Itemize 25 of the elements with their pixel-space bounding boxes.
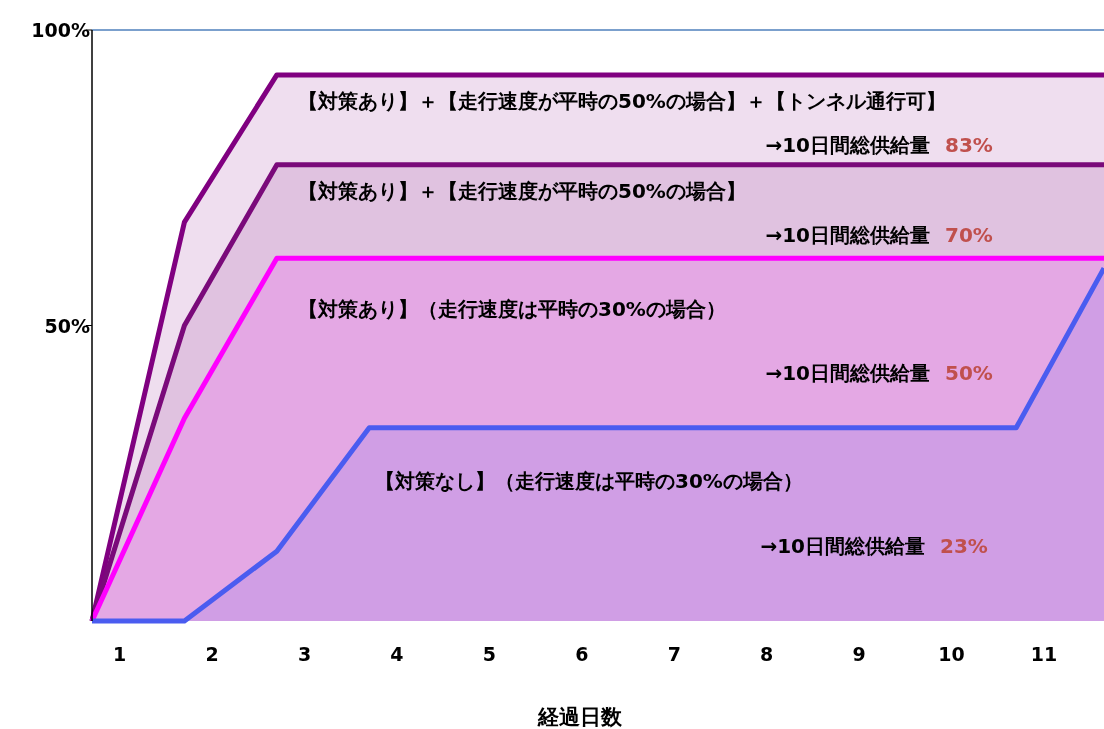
x-tick-label: 6 (575, 643, 589, 665)
x-tick-label: 2 (205, 643, 219, 665)
annotation: →10日間総供給量 (765, 223, 930, 247)
annotation: 23% (940, 534, 988, 558)
x-tick-label: 11 (1030, 643, 1058, 665)
annotation: 【対策あり】＋【走行速度が平時の50%の場合】＋【トンネル通行可】 (298, 89, 946, 113)
x-axis-title: 経過日数 (537, 705, 623, 729)
annotation: 【対策なし】（走行速度は平時の30%の場合） (375, 469, 803, 493)
x-tick-label: 10 (938, 643, 965, 665)
x-tick-label: 5 (482, 643, 497, 665)
x-tick-label: 3 (297, 643, 312, 665)
annotation: 【対策あり】＋【走行速度が平時の50%の場合】 (298, 179, 746, 203)
annotation: 【対策あり】（走行速度は平時の30%の場合） (298, 297, 726, 321)
annotation: 83% (945, 133, 993, 157)
annotation: 70% (945, 223, 993, 247)
annotation: →10日間総供給量 (765, 133, 930, 157)
annotation: 50% (945, 361, 993, 385)
x-tick-label: 7 (667, 643, 681, 665)
x-tick-label: 8 (760, 643, 774, 665)
x-tick-label: 1 (113, 643, 127, 665)
x-tick-label: 4 (390, 643, 404, 665)
annotation: →10日間総供給量 (765, 361, 930, 385)
x-tick-label: 9 (852, 643, 866, 665)
y-tick-label: 100% (31, 19, 90, 41)
annotation: →10日間総供給量 (760, 534, 925, 558)
